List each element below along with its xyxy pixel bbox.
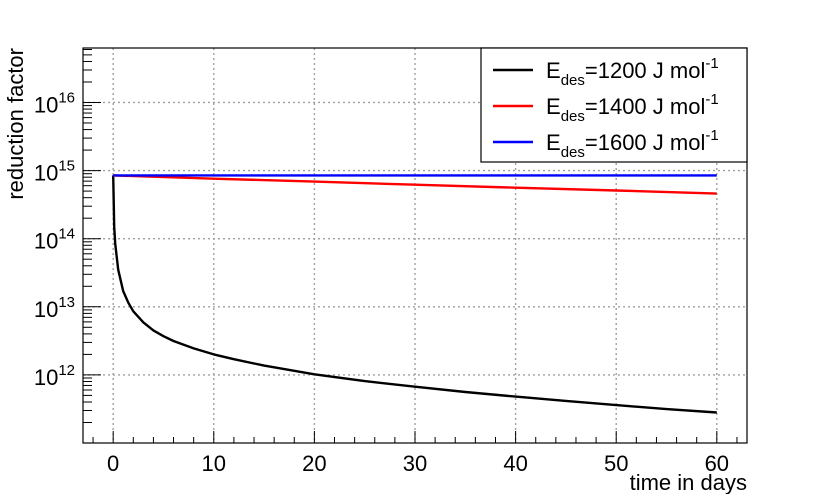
legend-text-mid: =1200 J mol — [585, 58, 705, 83]
series-line-0 — [112, 175, 717, 414]
y-tick-label: 1016 — [34, 89, 75, 117]
y-tick-base: 10 — [34, 161, 58, 186]
y-tick-base: 10 — [34, 92, 58, 117]
y-tick-label: 1015 — [34, 158, 75, 186]
x-tick-label: 60 — [705, 451, 729, 476]
legend-entry-label: Edes=1600 J mol-1 — [546, 127, 719, 161]
y-tick-exponent: 14 — [58, 226, 75, 243]
y-tick-exponent: 13 — [58, 294, 75, 311]
x-tick-label: 0 — [107, 451, 119, 476]
legend-text-mid: =1600 J mol — [585, 130, 705, 155]
legend-text-mid: =1400 J mol — [585, 94, 705, 119]
legend-text-pre: E — [546, 58, 561, 83]
x-tick-label: 20 — [302, 451, 326, 476]
y-tick-label: 1012 — [34, 362, 75, 390]
series-layer — [112, 174, 717, 414]
legend-text-sup: -1 — [705, 127, 718, 144]
y-tick-exponent: 16 — [58, 89, 75, 106]
legend-entry-label: Edes=1200 J mol-1 — [546, 55, 719, 89]
legend-text-sub: des — [561, 108, 585, 125]
y-tick-base: 10 — [34, 297, 58, 322]
y-tick-base: 10 — [34, 229, 58, 254]
x-tick-label: 40 — [503, 451, 527, 476]
legend-text-sub: des — [561, 144, 585, 161]
y-tick-base: 10 — [34, 365, 58, 390]
x-tick-label: 50 — [604, 451, 628, 476]
legend-text-sub: des — [561, 72, 585, 89]
legend-text-pre: E — [546, 94, 561, 119]
series-line-1 — [113, 174, 717, 195]
tick-layer — [83, 48, 738, 443]
legend-text-sup: -1 — [705, 91, 718, 108]
y-axis-label: reduction factor — [3, 48, 28, 200]
y-tick-label: 1013 — [34, 294, 75, 322]
x-tick-label: 30 — [403, 451, 427, 476]
legend-text-sup: -1 — [705, 55, 718, 72]
legend-entry-label: Edes=1400 J mol-1 — [546, 91, 719, 125]
x-axis-label: time in days — [630, 470, 747, 494]
y-tick-exponent: 15 — [58, 158, 75, 175]
legend-text-pre: E — [546, 130, 561, 155]
y-tick-exponent: 12 — [58, 362, 75, 379]
y-tick-label: 1014 — [34, 226, 75, 254]
x-tick-label: 10 — [202, 451, 226, 476]
